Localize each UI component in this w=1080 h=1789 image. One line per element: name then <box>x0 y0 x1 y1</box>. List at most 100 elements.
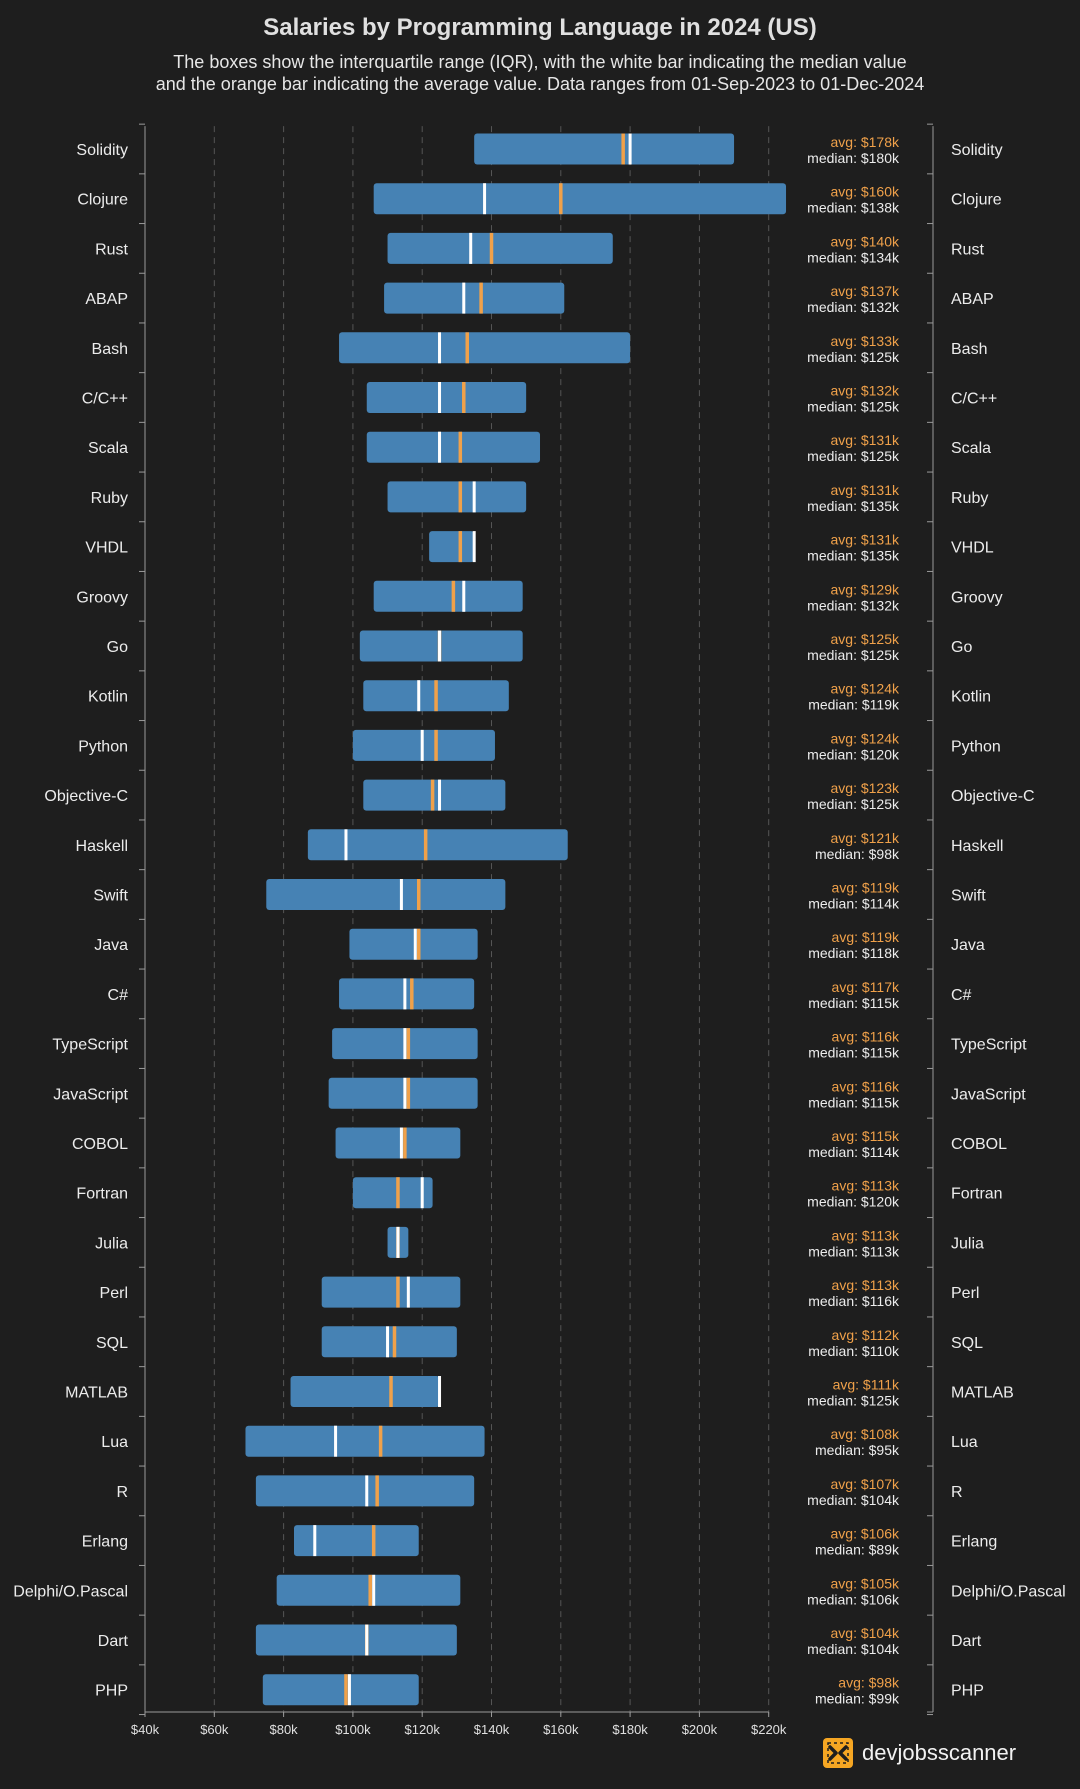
language-label: Dart <box>98 1633 129 1650</box>
language-label: Rust <box>95 241 128 258</box>
median-value-label: median: $180k <box>807 150 900 166</box>
avg-value-label: avg: $133k <box>831 333 900 349</box>
avg-value-label: avg: $131k <box>831 532 900 548</box>
language-label: Perl <box>100 1285 128 1302</box>
language-label: Clojure <box>77 192 128 209</box>
iqr-box <box>321 1276 461 1308</box>
devjobsscanner-logo-icon <box>823 1738 853 1768</box>
median-bar <box>396 1226 400 1258</box>
median-bar <box>372 1574 376 1606</box>
average-bar <box>392 1326 397 1358</box>
language-label-right: Fortran <box>951 1186 1003 1203</box>
iqr-box <box>373 183 787 215</box>
language-label: Groovy <box>76 589 128 606</box>
language-label-right: Rust <box>951 241 984 258</box>
median-bar <box>313 1525 317 1557</box>
average-bar <box>479 282 483 314</box>
language-label-right: Objective-C <box>951 788 1035 805</box>
median-bar <box>386 1326 390 1358</box>
language-label: Julia <box>95 1235 128 1252</box>
x-tick-label: $220k <box>751 1722 787 1737</box>
median-value-label: median: $98k <box>815 846 900 862</box>
x-tick-label: $180k <box>612 1722 648 1737</box>
average-bar <box>416 928 421 960</box>
iqr-box <box>255 1624 457 1656</box>
language-label-right: Ruby <box>951 490 988 507</box>
median-value-label: median: $113k <box>808 1243 900 1259</box>
median-bar <box>438 779 442 811</box>
avg-value-label: avg: $129k <box>831 581 900 597</box>
language-label-right: Solidity <box>951 142 1003 159</box>
iqr-box <box>262 1674 419 1706</box>
avg-value-label: avg: $132k <box>831 383 900 399</box>
median-value-label: median: $99k <box>815 1691 900 1707</box>
average-bar <box>451 580 456 612</box>
average-bar <box>403 1127 407 1159</box>
average-bar <box>344 1674 348 1706</box>
avg-value-label: avg: $104k <box>831 1625 900 1641</box>
average-bar <box>368 1574 372 1606</box>
avg-value-label: avg: $124k <box>831 730 900 746</box>
iqr-box <box>321 1326 457 1358</box>
language-label-right: Erlang <box>951 1534 997 1551</box>
avg-value-label: avg: $107k <box>831 1476 900 1492</box>
average-bar <box>396 1276 400 1308</box>
median-value-label: median: $120k <box>807 746 900 762</box>
median-value-label: median: $116k <box>808 1293 900 1309</box>
average-bar <box>410 978 414 1010</box>
avg-value-label: avg: $116k <box>832 1029 900 1045</box>
median-value-label: median: $115k <box>808 1045 900 1061</box>
median-value-label: median: $118k <box>808 945 900 961</box>
median-value-label: median: $125k <box>807 399 900 415</box>
median-bar <box>438 431 442 463</box>
median-value-label: median: $135k <box>807 548 900 564</box>
avg-value-label: avg: $140k <box>831 233 900 249</box>
median-bar <box>406 1276 410 1308</box>
language-label-right: Haskell <box>951 838 1003 855</box>
avg-value-label: avg: $119k <box>832 880 900 896</box>
median-value-label: median: $115k <box>808 1094 900 1110</box>
language-label-right: TypeScript <box>951 1037 1027 1054</box>
x-tick-label: $60k <box>200 1722 229 1737</box>
language-label-right: Groovy <box>951 589 1003 606</box>
median-value-label: median: $114k <box>808 1144 900 1160</box>
average-bar <box>434 729 438 761</box>
iqr-box <box>387 481 527 513</box>
brand: devjobsscanner <box>822 1735 1016 1771</box>
median-value-label: median: $125k <box>807 349 900 365</box>
iqr-box <box>293 1525 419 1557</box>
avg-value-label: avg: $106k <box>831 1526 900 1542</box>
iqr-box <box>366 382 527 413</box>
language-label-right: PHP <box>951 1683 984 1700</box>
language-label: Fortran <box>76 1186 128 1203</box>
average-bar <box>378 1425 383 1457</box>
brand-name: devjobsscanner <box>862 1740 1017 1765</box>
language-label: Lua <box>101 1434 128 1451</box>
language-label: SQL <box>96 1335 128 1352</box>
language-label: Kotlin <box>88 689 128 706</box>
average-bar <box>406 1028 411 1060</box>
language-label: Ruby <box>91 490 128 507</box>
median-bar <box>365 1624 369 1656</box>
language-label: Haskell <box>76 838 128 855</box>
median-bar <box>438 332 442 364</box>
language-label: Java <box>94 937 128 954</box>
avg-value-label: avg: $111k <box>833 1377 900 1393</box>
iqr-box <box>307 829 568 861</box>
language-label: TypeScript <box>52 1037 128 1054</box>
language-label-right: SQL <box>951 1335 983 1352</box>
iqr-box <box>387 232 613 264</box>
median-bar <box>413 928 417 960</box>
median-bar <box>472 531 476 563</box>
